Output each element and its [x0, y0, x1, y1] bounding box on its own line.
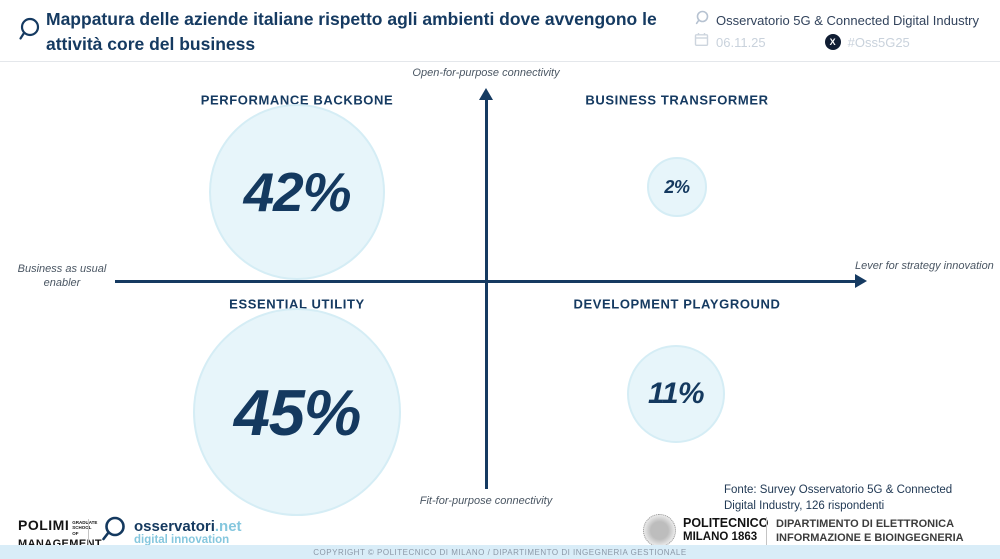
polimi-logo-text: POLIMI	[18, 517, 70, 533]
header-divider	[0, 61, 1000, 62]
osservatori-logo-tagline: digital innovation	[134, 534, 230, 547]
x-social-icon: X	[824, 34, 841, 50]
osservatori-logo-name: osservatori	[134, 517, 215, 535]
x-axis-arrow-icon	[855, 274, 867, 288]
quadrant-title-business-transformer: BUSINESS TRANSFORMER	[585, 92, 769, 108]
y-axis-bottom-label: Fit-for-purpose connectivity	[419, 495, 553, 507]
politecnico-emblem-icon	[643, 514, 676, 547]
logo-divider	[766, 517, 767, 545]
quadrant-title-development-playground: DEVELOPMENT PLAYGROUND	[573, 296, 781, 312]
calendar-icon	[694, 32, 709, 52]
copyright-bar: COPYRIGHT © POLITECNICO DI MILANO / DIPA…	[0, 545, 1000, 559]
department-line2: INFORMAZIONE E BIOINGEGNERIA	[776, 531, 964, 544]
x-axis-line	[115, 280, 857, 283]
department-text: DIPARTIMENTO DI ELETTRONICA INFORMAZIONE…	[776, 518, 964, 546]
y-axis-arrow-icon	[479, 88, 493, 100]
observatory-magnifier-icon	[694, 10, 709, 31]
bubble-value-label: 11%	[647, 377, 705, 410]
magnifier-icon	[16, 16, 42, 49]
bubble-value-label: 45%	[233, 375, 362, 449]
header-meta: Osservatorio 5G & Connected Digital Indu…	[694, 9, 994, 53]
y-axis-top-label: Open-for-purpose connectivity	[412, 67, 560, 79]
bubble-development-playground: 11%	[627, 345, 725, 443]
y-axis-line	[485, 99, 488, 489]
politecnico-logo: POLITECNICO MILANO 1863	[643, 514, 768, 547]
logo-divider	[88, 519, 89, 545]
x-axis-right-label: Lever for strategy innovation	[855, 260, 994, 272]
bubble-essential-utility: 45%	[193, 308, 401, 516]
hashtag-text: #Oss5G25	[847, 34, 910, 50]
x-axis-left-label: Business as usual enabler	[17, 263, 107, 290]
bubble-performance-backbone: 42%	[209, 104, 385, 280]
quadrant-title-essential-utility: ESSENTIAL UTILITY	[229, 296, 365, 312]
department-line1: DIPARTIMENTO DI ELETTRONICA	[776, 518, 955, 530]
source-note: Fonte: Survey Osservatorio 5G & Connecte…	[724, 484, 953, 512]
osservatori-logo-suffix: .net	[214, 517, 242, 535]
bubble-value-label: 2%	[664, 176, 690, 197]
polimi-logo-smalltext: GRADUATE SCHOOL OF	[72, 520, 98, 536]
bubble-business-transformer: 2%	[647, 157, 707, 217]
observatory-name: Osservatorio 5G & Connected Digital Indu…	[716, 12, 980, 28]
osservatori-logo: osservatori.net digital innovation	[98, 515, 242, 550]
politecnico-logo-line2: MILANO 1863	[683, 531, 758, 544]
quadrant-title-performance-backbone: PERFORMANCE BACKBONE	[200, 92, 394, 108]
copyright-text: COPYRIGHT © POLITECNICO DI MILANO / DIPA…	[313, 547, 687, 557]
bubble-value-label: 42%	[243, 161, 352, 223]
osservatori-magnifier-icon	[98, 515, 128, 550]
date-text: 06.11.25	[716, 34, 766, 50]
politecnico-logo-line1: POLITECNICO	[683, 516, 769, 531]
page-title: Mappatura delle aziende italiane rispett…	[46, 9, 657, 54]
